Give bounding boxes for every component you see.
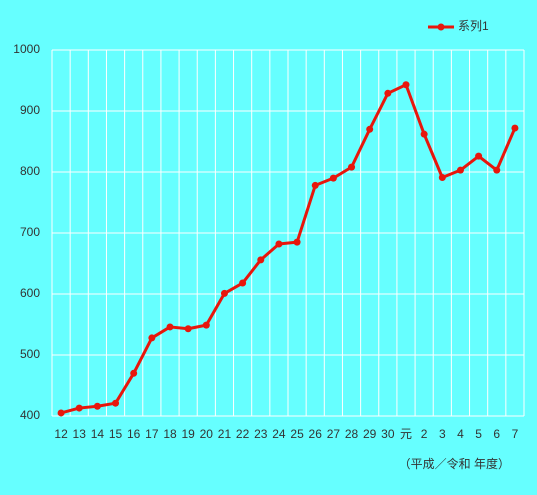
data-point: [148, 334, 156, 342]
x-tick-label: 18: [163, 427, 177, 441]
data-point: [475, 152, 483, 160]
x-tick-label: 13: [73, 427, 87, 441]
data-point: [93, 402, 101, 410]
x-tick-label: 20: [200, 427, 214, 441]
x-tick-label: 29: [363, 427, 377, 441]
series-line: [60, 83, 517, 415]
x-tick-label: 7: [512, 427, 519, 441]
x-tick-label: 16: [127, 427, 141, 441]
data-point: [438, 173, 446, 181]
x-tick-label: 23: [254, 427, 268, 441]
data-point: [511, 124, 519, 132]
y-tick-label: 600: [20, 286, 40, 300]
data-point: [293, 238, 301, 246]
data-point: [57, 409, 65, 417]
x-axis-label: （平成／令和 年度）: [399, 456, 510, 471]
data-point: [366, 125, 374, 133]
data-point: [75, 404, 83, 412]
y-tick-label: 800: [20, 164, 40, 178]
data-point: [239, 279, 247, 287]
data-point: [275, 240, 283, 248]
y-tick-label: 700: [20, 225, 40, 239]
data-point: [456, 166, 464, 174]
x-tick-label: 12: [54, 427, 68, 441]
data-point: [493, 166, 501, 174]
x-tick-label: 2: [421, 427, 428, 441]
data-point: [220, 289, 228, 297]
x-tick-label: 22: [236, 427, 250, 441]
legend-marker: [437, 23, 445, 31]
legend-label: 系列1: [458, 19, 489, 33]
x-tick-label: 19: [181, 427, 195, 441]
x-tick-label: 5: [475, 427, 482, 441]
x-tick-label: 26: [309, 427, 323, 441]
y-tick-label: 1000: [13, 42, 40, 56]
data-point: [348, 163, 356, 171]
x-tick-label: 元: [400, 427, 412, 441]
x-tick-label: 30: [381, 427, 395, 441]
x-tick-label: 28: [345, 427, 359, 441]
data-point: [112, 399, 120, 407]
data-point: [202, 321, 210, 329]
x-tick-label: 24: [272, 427, 286, 441]
data-point: [257, 256, 265, 264]
x-tick-label: 4: [457, 427, 464, 441]
data-point: [329, 174, 337, 182]
y-tick-label: 500: [20, 347, 40, 361]
x-tick-label: 15: [109, 427, 123, 441]
x-tick-label: 6: [493, 427, 500, 441]
x-tick-label: 27: [327, 427, 341, 441]
x-tick-label: 3: [439, 427, 446, 441]
data-point: [311, 181, 319, 189]
data-point: [184, 325, 192, 333]
data-point: [166, 323, 174, 331]
y-tick-label: 900: [20, 103, 40, 117]
x-tick-label: 14: [91, 427, 105, 441]
data-point: [402, 81, 410, 89]
x-tick-label: 17: [145, 427, 159, 441]
y-tick-label: 400: [20, 408, 40, 422]
data-point: [130, 369, 138, 377]
x-tick-label: 21: [218, 427, 232, 441]
x-tick-label: 25: [290, 427, 304, 441]
data-point: [420, 130, 428, 138]
data-point: [384, 89, 392, 97]
